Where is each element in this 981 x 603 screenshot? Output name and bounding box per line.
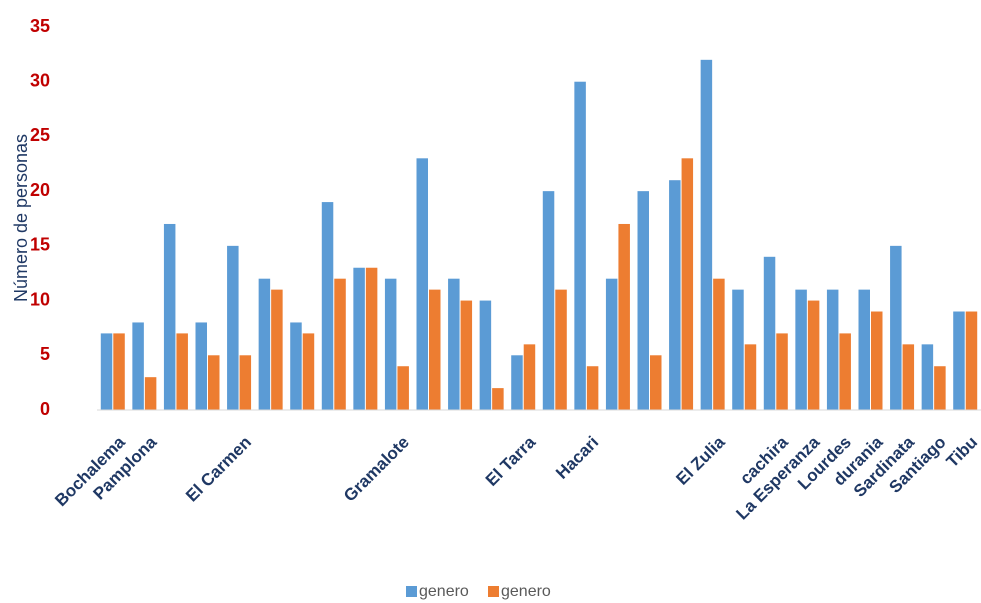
bar [302,333,315,410]
bar [681,158,694,410]
bar [100,333,113,410]
bar [795,289,807,410]
legend-swatch [406,586,417,597]
y-tick-label: 10 [30,289,50,309]
bar [334,278,346,410]
y-tick-label: 15 [30,235,50,255]
bar [858,289,870,410]
bar [921,344,934,410]
bar [448,278,460,410]
bar [479,300,492,410]
y-tick-label: 5 [40,344,50,364]
x-tick-label: Hacari [552,433,602,483]
y-tick-label: 20 [30,180,50,200]
bar [890,245,902,410]
bar [460,300,473,410]
y-tick-label: 30 [30,70,50,90]
bar [555,289,567,410]
bar [397,366,409,410]
legend-label: genero [501,583,551,600]
bar [700,59,713,410]
bar [492,388,504,410]
bar [934,366,946,410]
bar [132,322,144,410]
bar [732,289,744,410]
bar [776,333,788,410]
bar [176,333,188,410]
bar [744,344,757,410]
x-tick-label: Gramalote [340,433,413,506]
bar [429,289,441,410]
legend-swatch [488,586,499,597]
bar [113,333,125,410]
bar [416,158,428,410]
bar [321,202,334,410]
bar [511,355,523,410]
bar [713,278,725,410]
x-tick-label: Tibu [943,433,981,472]
bar [208,355,220,410]
bar [574,81,586,410]
bar [290,322,302,410]
bar [353,267,365,410]
bar [807,300,820,410]
y-tick-label: 0 [40,399,50,419]
bar [605,278,618,410]
bar [365,267,378,410]
bar [163,223,176,410]
bar [384,278,397,410]
y-axis-label: Número de personas [11,134,31,302]
bar [271,289,283,410]
bar [227,245,239,410]
bar [902,344,915,410]
x-tick-label: El Carmen [182,433,255,506]
bar [650,355,662,410]
x-tick-label: El Tarra [482,432,540,490]
bar [763,256,776,410]
bar [826,289,839,410]
bar [618,223,630,410]
bar [953,311,965,410]
bar [965,311,978,410]
bar [637,191,649,410]
bar [669,180,681,410]
bar [542,191,555,410]
x-tick-label: El Zulia [672,432,729,489]
bar [839,333,851,410]
y-tick-label: 25 [30,125,50,145]
bar [239,355,252,410]
bar [523,344,536,410]
legend-label: genero [419,583,469,600]
bar [586,366,599,410]
bar [871,311,883,410]
bar [258,278,271,410]
bar [144,377,157,410]
bar [195,322,207,410]
y-tick-label: 35 [30,16,50,36]
